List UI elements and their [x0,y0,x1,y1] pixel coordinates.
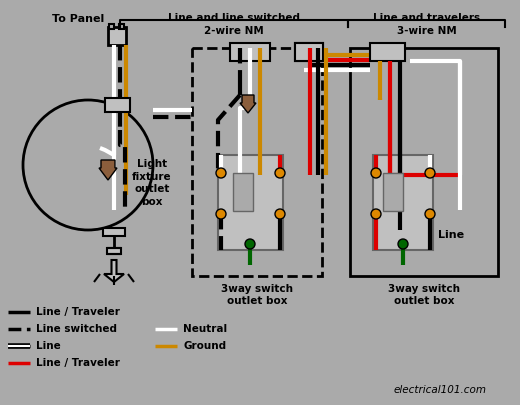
Text: 3way switch
outlet box: 3way switch outlet box [388,284,460,307]
Circle shape [371,209,381,219]
Circle shape [216,209,226,219]
Bar [218,155,283,250]
Text: Light
fixture
outlet
box: Light fixture outlet box [132,160,172,207]
Text: Line switched: Line switched [36,324,117,334]
Text: Line and travelers: Line and travelers [373,13,480,23]
Bar [107,248,121,254]
Text: Line: Line [36,341,61,351]
Circle shape [425,168,435,178]
Text: Line and line switched: Line and line switched [168,13,300,23]
Text: 3-wire NM: 3-wire NM [397,26,457,36]
Circle shape [398,239,408,249]
Circle shape [425,209,435,219]
Bar [109,24,114,29]
Bar [295,43,323,61]
Bar [370,43,405,61]
Text: To Panel: To Panel [52,14,104,24]
Circle shape [216,168,226,178]
Circle shape [275,168,285,178]
Bar [105,98,130,112]
Bar [233,173,253,211]
Text: electrical101.com: electrical101.com [394,385,487,395]
Bar [119,24,124,29]
Bar [230,43,270,61]
Bar [350,48,498,276]
Circle shape [245,239,255,249]
Text: Line / Traveler: Line / Traveler [36,307,120,317]
Bar [108,27,126,45]
Bar [373,155,433,250]
Text: Line / Traveler: Line / Traveler [36,358,120,368]
Text: Ground: Ground [183,341,226,351]
Bar [103,228,125,236]
FancyArrow shape [104,260,124,282]
Circle shape [371,168,381,178]
Text: Neutral: Neutral [183,324,227,334]
Bar [295,43,323,61]
Text: 3way switch
outlet box: 3way switch outlet box [221,284,293,307]
FancyArrow shape [99,160,117,180]
FancyArrow shape [240,95,256,113]
Circle shape [275,209,285,219]
Text: Line: Line [438,230,464,240]
Bar [192,48,322,276]
Bar [383,173,403,211]
Text: 2-wire NM: 2-wire NM [204,26,264,36]
